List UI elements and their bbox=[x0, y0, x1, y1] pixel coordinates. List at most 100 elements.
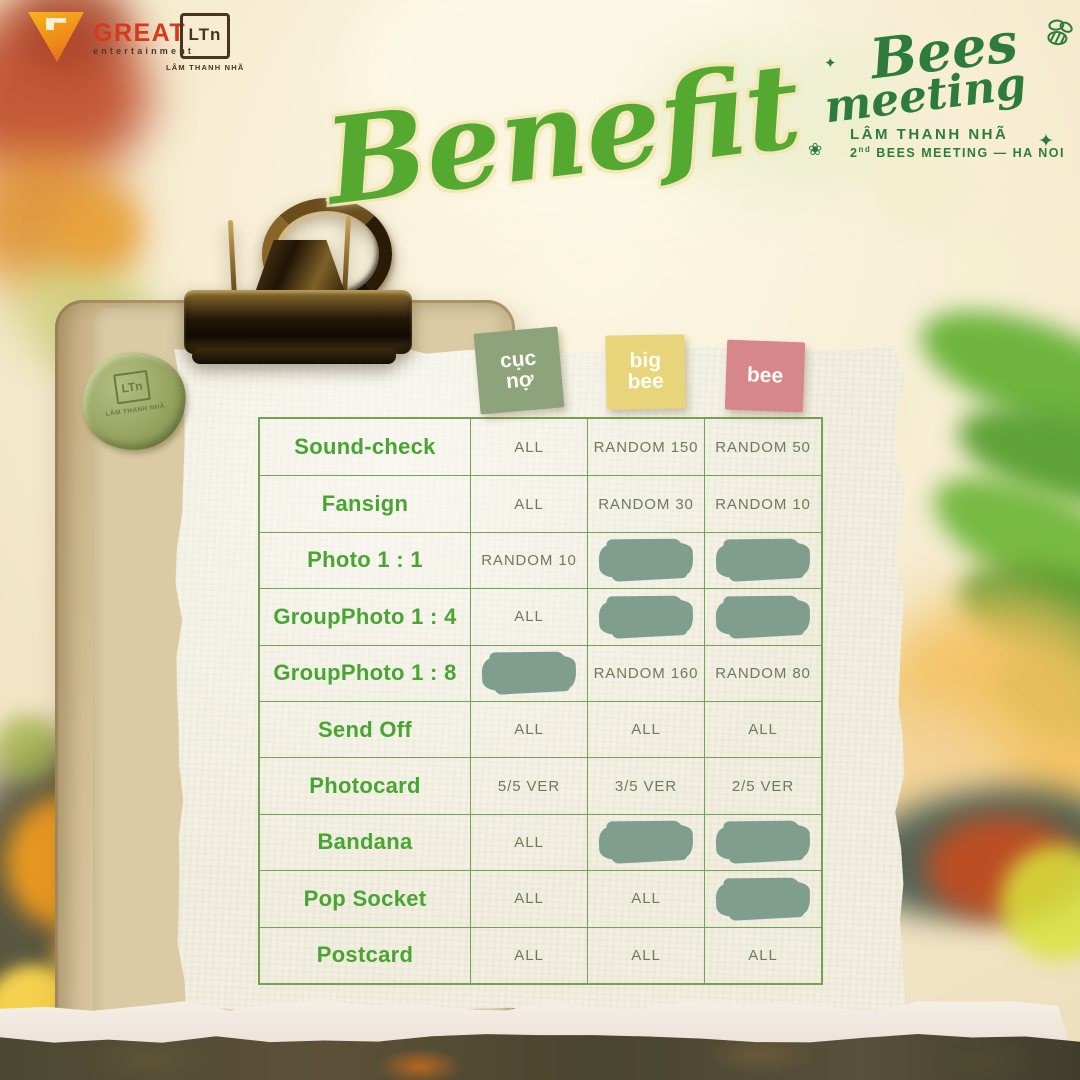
redacted-brush-mark bbox=[598, 824, 694, 861]
tier-sticky-3: bee bbox=[724, 339, 806, 413]
bokeh-blob bbox=[870, 140, 965, 235]
seal-text: LÂM THANH NHÃ bbox=[105, 402, 166, 419]
event-city: HA NOI bbox=[1012, 145, 1065, 160]
table-row: GroupPhoto 1 : 4 ALL bbox=[260, 588, 821, 645]
benefit-value: ALL bbox=[748, 721, 778, 739]
table-row: Photocard 5/5 VER 3/5 VER 2/5 VER bbox=[260, 757, 821, 814]
benefit-label: Bandana bbox=[317, 829, 413, 855]
benefit-value-cell: ALL bbox=[470, 476, 587, 532]
benefit-value: RANDOM 150 bbox=[593, 438, 699, 456]
seal-monogram: LTn bbox=[113, 369, 151, 405]
benefit-value-cell bbox=[704, 532, 821, 589]
benefit-value: ALL bbox=[514, 438, 544, 456]
benefit-value-cell bbox=[704, 589, 821, 645]
benefit-value-cell: ALL bbox=[470, 927, 587, 983]
benefit-label: Postcard bbox=[316, 942, 414, 968]
tier-sticky-2: big bee bbox=[605, 334, 686, 410]
great-subtitle: entertainment bbox=[93, 46, 195, 56]
redacted-brush-mark bbox=[715, 599, 811, 635]
benefit-value: ALL bbox=[748, 946, 778, 964]
benefit-value-cell bbox=[587, 532, 704, 589]
benefit-value-cell: 2/5 VER bbox=[704, 758, 821, 814]
edition-suffix: nd bbox=[858, 144, 872, 154]
benefit-value-cell: RANDOM 150 bbox=[587, 419, 704, 476]
tier-label-line: bee bbox=[627, 369, 664, 394]
benefit-label: Pop Socket bbox=[303, 885, 427, 911]
dash: — bbox=[993, 145, 1008, 160]
soil-strip bbox=[0, 1034, 1080, 1080]
great-name: GREAT bbox=[93, 19, 187, 47]
benefit-value: ALL bbox=[514, 833, 544, 851]
event-edition-line: 2nd BEES MEETING — HA NOI bbox=[850, 145, 1078, 160]
benefit-value-cell bbox=[704, 871, 821, 927]
benefit-value-cell: ALL bbox=[704, 927, 821, 983]
event-artist: LÂM THANH NHÃ bbox=[850, 125, 1009, 143]
benefit-value-cell: 5/5 VER bbox=[470, 758, 587, 814]
binder-clip bbox=[176, 198, 428, 366]
benefit-value: ALL bbox=[631, 890, 661, 908]
benefit-value-cell: ALL bbox=[587, 701, 704, 758]
benefit-value-cell: ALL bbox=[470, 701, 587, 758]
tier-sticky-1: cục nợ bbox=[473, 326, 565, 415]
table-row: Photo 1 : 1 RANDOM 10 bbox=[260, 531, 821, 589]
redacted-brush-mark bbox=[715, 542, 811, 579]
benefit-value-cell: RANDOM 160 bbox=[587, 645, 704, 701]
benefit-value-cell: RANDOM 50 bbox=[704, 419, 821, 476]
redacted-brush-mark bbox=[715, 824, 811, 861]
benefit-value-cell bbox=[587, 589, 704, 645]
benefit-value-cell: 3/5 VER bbox=[587, 758, 704, 814]
benefit-value-cell bbox=[587, 814, 704, 871]
tier-label-line: bee bbox=[746, 363, 784, 388]
lam-thanh-nha-logo: LTn LÂM THANH NHÃ bbox=[166, 13, 244, 72]
paper-sheet bbox=[174, 344, 906, 1016]
event-name: BEES MEETING bbox=[876, 145, 989, 160]
benefit-value-cell: ALL bbox=[470, 871, 587, 927]
benefit-value: ALL bbox=[631, 721, 661, 739]
ltn-name: LÂM THANH NHÃ bbox=[166, 63, 245, 72]
benefit-value-cell: RANDOM 80 bbox=[704, 645, 821, 701]
table-row: Fansign ALL RANDOM 30 RANDOM 10 bbox=[260, 475, 821, 532]
benefit-value: RANDOM 80 bbox=[715, 664, 811, 682]
edition-number: 2 bbox=[850, 145, 859, 160]
benefit-value-cell: RANDOM 30 bbox=[587, 476, 704, 532]
benefit-value-cell bbox=[704, 814, 821, 871]
benefit-value-cell: RANDOM 10 bbox=[470, 532, 587, 589]
benefit-label: Sound-check bbox=[294, 434, 436, 460]
clip-lip bbox=[192, 348, 396, 364]
benefit-value-cell: ALL bbox=[587, 871, 704, 927]
redacted-brush-mark bbox=[715, 881, 811, 917]
benefit-value-cell: ALL bbox=[704, 701, 821, 758]
great-entertainment-logo: GREAT entertainment bbox=[28, 12, 194, 62]
ltn-monogram-icon: LTn bbox=[180, 13, 230, 59]
bee-icon bbox=[1047, 19, 1073, 46]
benefit-label: Photo 1 : 1 bbox=[307, 547, 423, 573]
table-row: Pop Socket ALL ALL bbox=[260, 870, 821, 927]
tier-label-line: nợ bbox=[504, 367, 535, 393]
bees-meeting-logo: ✦ ✦ ❀ Bees meeting LÂM THANH NHÃ 2nd BEE… bbox=[808, 9, 1078, 180]
great-triangle-icon bbox=[28, 12, 84, 62]
table-row: Sound-check ALL RANDOM 150 RANDOM 50 bbox=[260, 419, 821, 476]
table-row: Send Off ALL ALL ALL bbox=[260, 700, 821, 758]
sparkle-icon: ✦ bbox=[824, 55, 837, 72]
benefit-label: GroupPhoto 1 : 4 bbox=[273, 603, 457, 629]
benefit-value-cell: ALL bbox=[587, 927, 704, 983]
benefit-value: RANDOM 10 bbox=[715, 495, 811, 513]
table-row: Postcard ALL ALL ALL bbox=[260, 926, 821, 983]
benefit-value: ALL bbox=[514, 890, 544, 908]
benefit-value: 3/5 VER bbox=[614, 777, 678, 795]
benefit-value-cell: RANDOM 10 bbox=[704, 476, 821, 532]
benefit-value: ALL bbox=[514, 495, 544, 513]
benefit-value: ALL bbox=[514, 721, 544, 739]
table-row: GroupPhoto 1 : 8 RANDOM 160 RANDOM 80 bbox=[260, 644, 821, 701]
redacted-brush-mark bbox=[598, 542, 694, 579]
bokeh-blob bbox=[950, 235, 1015, 300]
benefit-value-cell bbox=[470, 645, 587, 701]
sparkle-icon: ✦ bbox=[1038, 131, 1054, 152]
benefit-value: ALL bbox=[514, 946, 544, 964]
redacted-brush-mark bbox=[481, 655, 577, 691]
clip-arm-left bbox=[227, 219, 238, 301]
bokeh-blob bbox=[55, 195, 140, 270]
benefit-label: Photocard bbox=[309, 773, 421, 799]
benefit-value-cell: ALL bbox=[470, 589, 587, 645]
